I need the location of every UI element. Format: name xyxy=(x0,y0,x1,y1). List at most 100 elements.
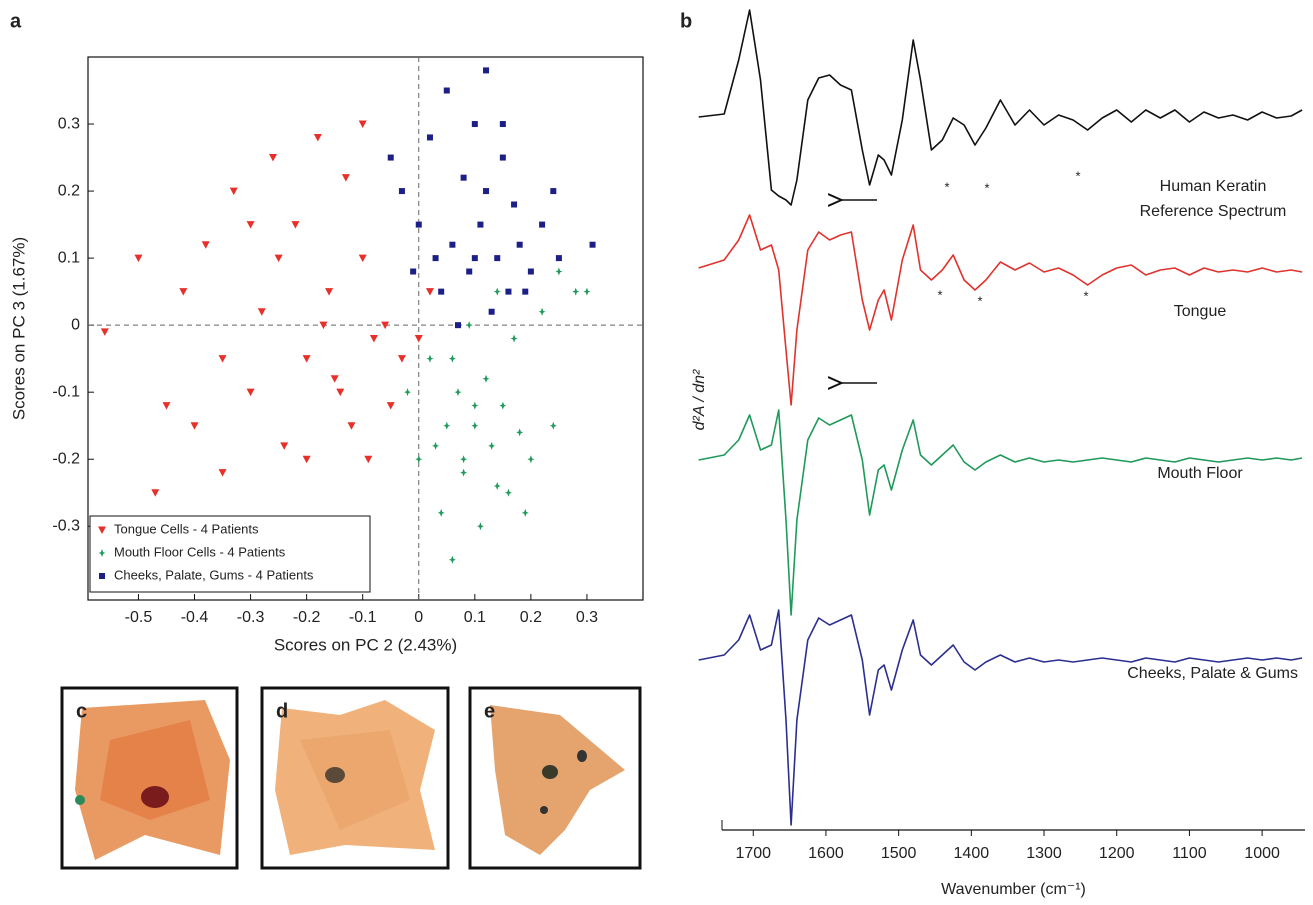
x-tick-label: 1100 xyxy=(1172,845,1207,862)
point xyxy=(437,508,445,517)
point xyxy=(426,354,434,363)
point xyxy=(477,221,484,228)
point xyxy=(505,288,512,295)
point xyxy=(466,268,473,275)
legend-box xyxy=(89,515,371,593)
point xyxy=(358,120,367,129)
point xyxy=(415,221,422,228)
x-tick-label: 0.2 xyxy=(520,609,542,626)
y-tick-label: -0.3 xyxy=(52,517,80,534)
point xyxy=(493,482,501,491)
point xyxy=(387,154,394,161)
point xyxy=(341,174,350,182)
photo-e xyxy=(468,686,642,870)
point xyxy=(269,154,277,162)
point xyxy=(404,388,412,397)
point xyxy=(510,334,518,343)
x-tick-label: -0.4 xyxy=(181,609,209,626)
spectrum-line xyxy=(698,609,1303,826)
point xyxy=(313,133,322,142)
photo-label: d xyxy=(276,700,288,722)
point xyxy=(471,401,479,410)
point xyxy=(493,287,501,296)
x-tick-label: 1400 xyxy=(954,845,990,862)
point xyxy=(358,254,367,263)
point xyxy=(522,288,529,295)
legend-label: Cheeks, Palate, Gums - 4 Patients xyxy=(114,567,314,582)
annotation: Human Keratin xyxy=(1160,178,1267,195)
panel-label: a xyxy=(10,10,22,32)
series-label: Mouth Floor xyxy=(1157,465,1243,482)
x-axis-label: Wavenumber (cm⁻¹) xyxy=(941,881,1086,898)
x-tick-label: 0 xyxy=(414,609,423,626)
point xyxy=(504,488,512,497)
point xyxy=(483,67,490,74)
point xyxy=(494,255,501,262)
point xyxy=(539,221,546,228)
plot-frame xyxy=(87,56,644,601)
photo-label: e xyxy=(484,700,495,722)
series-label: Tongue xyxy=(1174,303,1227,320)
point xyxy=(482,374,490,383)
y-axis-label: d²A / dn² xyxy=(691,369,708,430)
point xyxy=(460,468,468,477)
x-tick-label: 1000 xyxy=(1244,845,1280,862)
point xyxy=(414,335,423,343)
spectrum-line xyxy=(698,9,1303,206)
annotation: * xyxy=(977,293,982,308)
point xyxy=(426,134,433,141)
point xyxy=(280,442,289,450)
point xyxy=(397,355,406,363)
point xyxy=(460,174,467,181)
point xyxy=(425,288,434,296)
point xyxy=(572,287,580,296)
point xyxy=(471,121,478,128)
point xyxy=(448,354,456,363)
point xyxy=(438,288,445,295)
point xyxy=(483,188,490,195)
point xyxy=(499,401,507,410)
point xyxy=(521,508,529,517)
point xyxy=(319,321,328,330)
point xyxy=(465,321,473,330)
x-tick-label: -0.2 xyxy=(293,609,321,626)
photo-d xyxy=(260,686,450,870)
point xyxy=(538,307,546,316)
point xyxy=(527,455,535,464)
point xyxy=(179,288,188,296)
point xyxy=(511,201,518,208)
point xyxy=(589,241,596,248)
point xyxy=(218,469,227,477)
point xyxy=(488,441,496,450)
point xyxy=(398,188,405,195)
legend-label: Mouth Floor Cells - 4 Patients xyxy=(114,544,286,559)
annotation: * xyxy=(937,287,942,302)
point xyxy=(471,421,479,430)
point xyxy=(151,489,160,497)
point xyxy=(386,402,395,410)
point xyxy=(325,288,334,296)
x-tick-label: 0.1 xyxy=(464,609,486,626)
point xyxy=(336,388,345,397)
y-tick-label: 0 xyxy=(71,316,80,333)
point xyxy=(302,455,311,464)
point xyxy=(257,308,266,316)
x-tick-label: -0.1 xyxy=(349,609,377,626)
point xyxy=(460,455,468,464)
point xyxy=(471,255,478,262)
point xyxy=(364,455,373,464)
spectrum-line xyxy=(698,214,1303,406)
point xyxy=(527,268,534,275)
x-tick-label: -0.3 xyxy=(237,609,265,626)
y-axis-label: Scores on PC 3 (1.67%) xyxy=(9,237,28,420)
point xyxy=(190,422,199,430)
point xyxy=(583,287,591,296)
point xyxy=(454,388,462,397)
photo-label: c xyxy=(76,700,87,722)
point xyxy=(201,241,210,249)
point xyxy=(499,154,506,161)
x-tick-label: 0.3 xyxy=(576,609,598,626)
y-tick-label: 0.2 xyxy=(58,182,80,199)
